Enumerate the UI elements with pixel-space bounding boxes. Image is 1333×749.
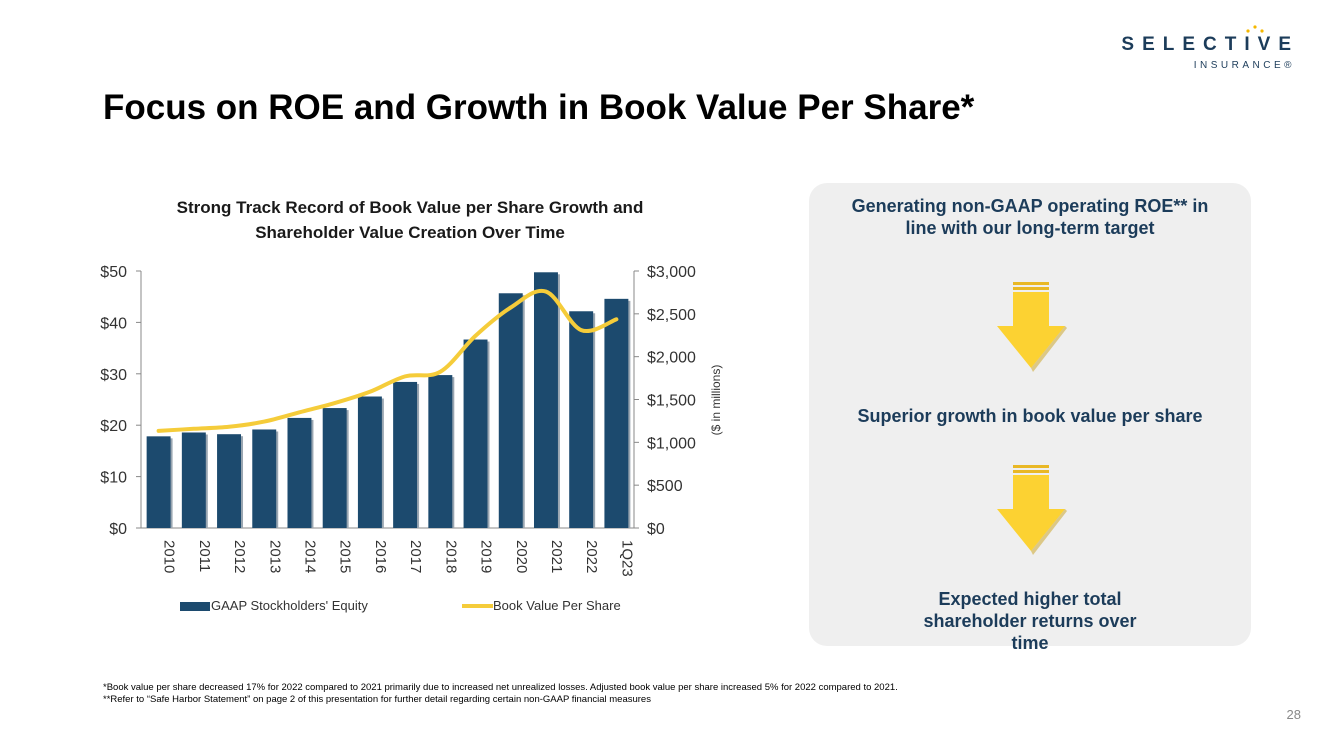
selective-logo: SELECTIVE INSURANCE® bbox=[1109, 22, 1299, 74]
left-tick-label: $0 bbox=[109, 521, 127, 538]
page-number: 28 bbox=[1286, 707, 1301, 722]
logo-dots-icon bbox=[1246, 25, 1264, 33]
panel-item-returns: Expected higher total shareholder return… bbox=[923, 589, 1137, 653]
book-value-line bbox=[156, 288, 619, 433]
bar bbox=[569, 311, 594, 528]
bar bbox=[322, 408, 347, 528]
logo-wordmark: SELECTIVE bbox=[1121, 34, 1299, 55]
right-axis-label: ($ in millions) bbox=[709, 365, 723, 436]
left-tick-label: $10 bbox=[100, 470, 127, 487]
left-tick-label: $20 bbox=[100, 418, 127, 435]
bar bbox=[533, 272, 558, 528]
left-tick-label: $40 bbox=[100, 315, 127, 332]
x-tick-label: 2011 bbox=[196, 540, 213, 572]
x-tick-label: 2020 bbox=[513, 540, 530, 573]
bar bbox=[217, 434, 242, 528]
legend-label-bvps: Book Value Per Share bbox=[493, 598, 621, 613]
legend-label-equity: GAAP Stockholders' Equity bbox=[211, 598, 368, 613]
down-arrow-icon bbox=[997, 282, 1067, 372]
page-title: Focus on ROE and Growth in Book Value Pe… bbox=[103, 88, 975, 127]
bar bbox=[393, 381, 418, 528]
chart-title-line: Strong Track Record of Book Value per Sh… bbox=[177, 198, 644, 217]
legend-swatch-equity bbox=[180, 602, 210, 611]
down-arrow-icon bbox=[997, 465, 1067, 555]
right-tick-label: $1,500 bbox=[647, 393, 696, 410]
footnotes: *Book value per share decreased 17% for … bbox=[103, 682, 898, 706]
right-tick-label: $2,000 bbox=[647, 350, 696, 367]
logo-subtext: INSURANCE® bbox=[1193, 60, 1295, 71]
right-tick-label: $1,000 bbox=[647, 435, 696, 452]
right-tick-label: $500 bbox=[647, 478, 683, 495]
x-tick-label: 2021 bbox=[548, 540, 565, 573]
x-tick-label: 2012 bbox=[231, 540, 248, 573]
bar bbox=[181, 432, 206, 528]
x-tick-label: 2015 bbox=[337, 540, 354, 573]
left-tick-label: $50 bbox=[100, 264, 127, 281]
x-tick-label: 2016 bbox=[372, 540, 389, 573]
x-tick-label: 1Q23 bbox=[618, 540, 635, 577]
strategy-panel: Generating non-GAAP operating ROE** in l… bbox=[809, 183, 1251, 653]
right-tick-label: $0 bbox=[647, 521, 665, 538]
footnote-2: **Refer to “Safe Harbor Statement” on pa… bbox=[103, 694, 651, 705]
right-tick-label: $2,500 bbox=[647, 307, 696, 324]
chart-title-line: Shareholder Value Creation Over Time bbox=[255, 223, 565, 242]
x-tick-label: 2022 bbox=[583, 540, 600, 573]
x-tick-label: 2017 bbox=[407, 540, 424, 573]
x-tick-label: 2018 bbox=[442, 540, 459, 573]
footnote-1: *Book value per share decreased 17% for … bbox=[103, 682, 898, 693]
bar bbox=[498, 293, 523, 528]
x-tick-label: 2014 bbox=[301, 540, 318, 573]
left-tick-label: $30 bbox=[100, 367, 127, 384]
bar bbox=[252, 429, 277, 528]
x-tick-label: 2010 bbox=[161, 540, 178, 573]
right-tick-label: $3,000 bbox=[647, 264, 696, 281]
bar bbox=[604, 298, 629, 528]
bar bbox=[146, 436, 171, 528]
book-value-chart: Strong Track Record of Book Value per Sh… bbox=[100, 198, 723, 613]
panel-item-book-value: Superior growth in book value per share bbox=[857, 406, 1203, 426]
bar bbox=[287, 417, 312, 528]
x-tick-label: 2019 bbox=[478, 540, 495, 573]
panel-item-roe: Generating non-GAAP operating ROE** in l… bbox=[851, 196, 1209, 238]
bar bbox=[357, 396, 382, 528]
bar bbox=[428, 375, 453, 528]
bar bbox=[463, 339, 488, 528]
x-tick-label: 2013 bbox=[266, 540, 283, 573]
